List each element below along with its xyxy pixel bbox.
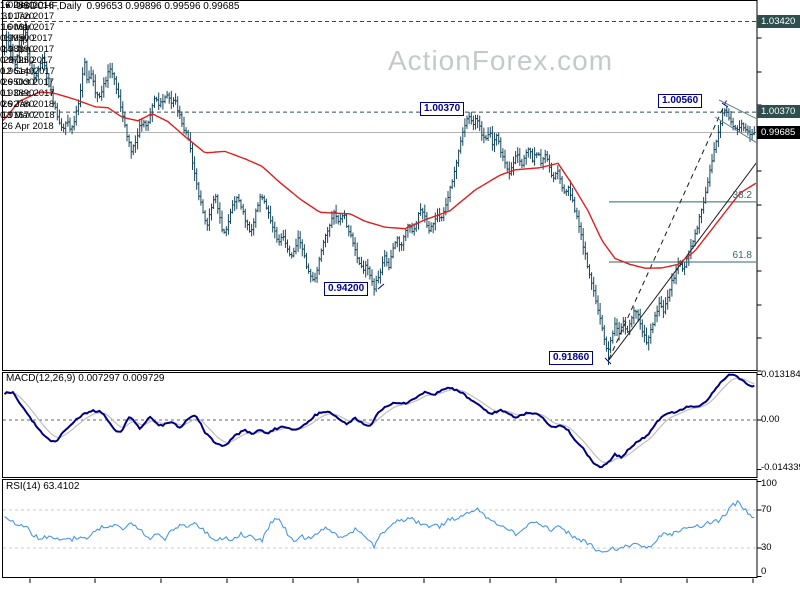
- main-chart-plot[interactable]: [3, 21, 757, 366]
- ohlc-bars: [4, 21, 755, 366]
- trendline-dashed[interactable]: [608, 96, 729, 360]
- macd-signal-line: [4, 377, 755, 464]
- annotation-connector: [721, 102, 729, 108]
- ohlc-open-ticks: [3, 29, 755, 350]
- macd-plot[interactable]: [3, 373, 756, 469]
- rsi-plot[interactable]: [3, 499, 756, 553]
- macd-panel[interactable]: [2, 372, 758, 478]
- macd-main-line: [3, 373, 755, 469]
- annotation-connector: [604, 357, 612, 365]
- channel-line[interactable]: [718, 99, 757, 120]
- ohlc-close-ticks: [4, 29, 756, 350]
- annotation-connector: [377, 283, 385, 290]
- moving-average-line: [3, 91, 756, 269]
- rsi-line: [4, 499, 755, 553]
- main-chart-panel[interactable]: [2, 0, 758, 371]
- channel-line[interactable]: [714, 116, 757, 143]
- rsi-panel[interactable]: [2, 479, 758, 578]
